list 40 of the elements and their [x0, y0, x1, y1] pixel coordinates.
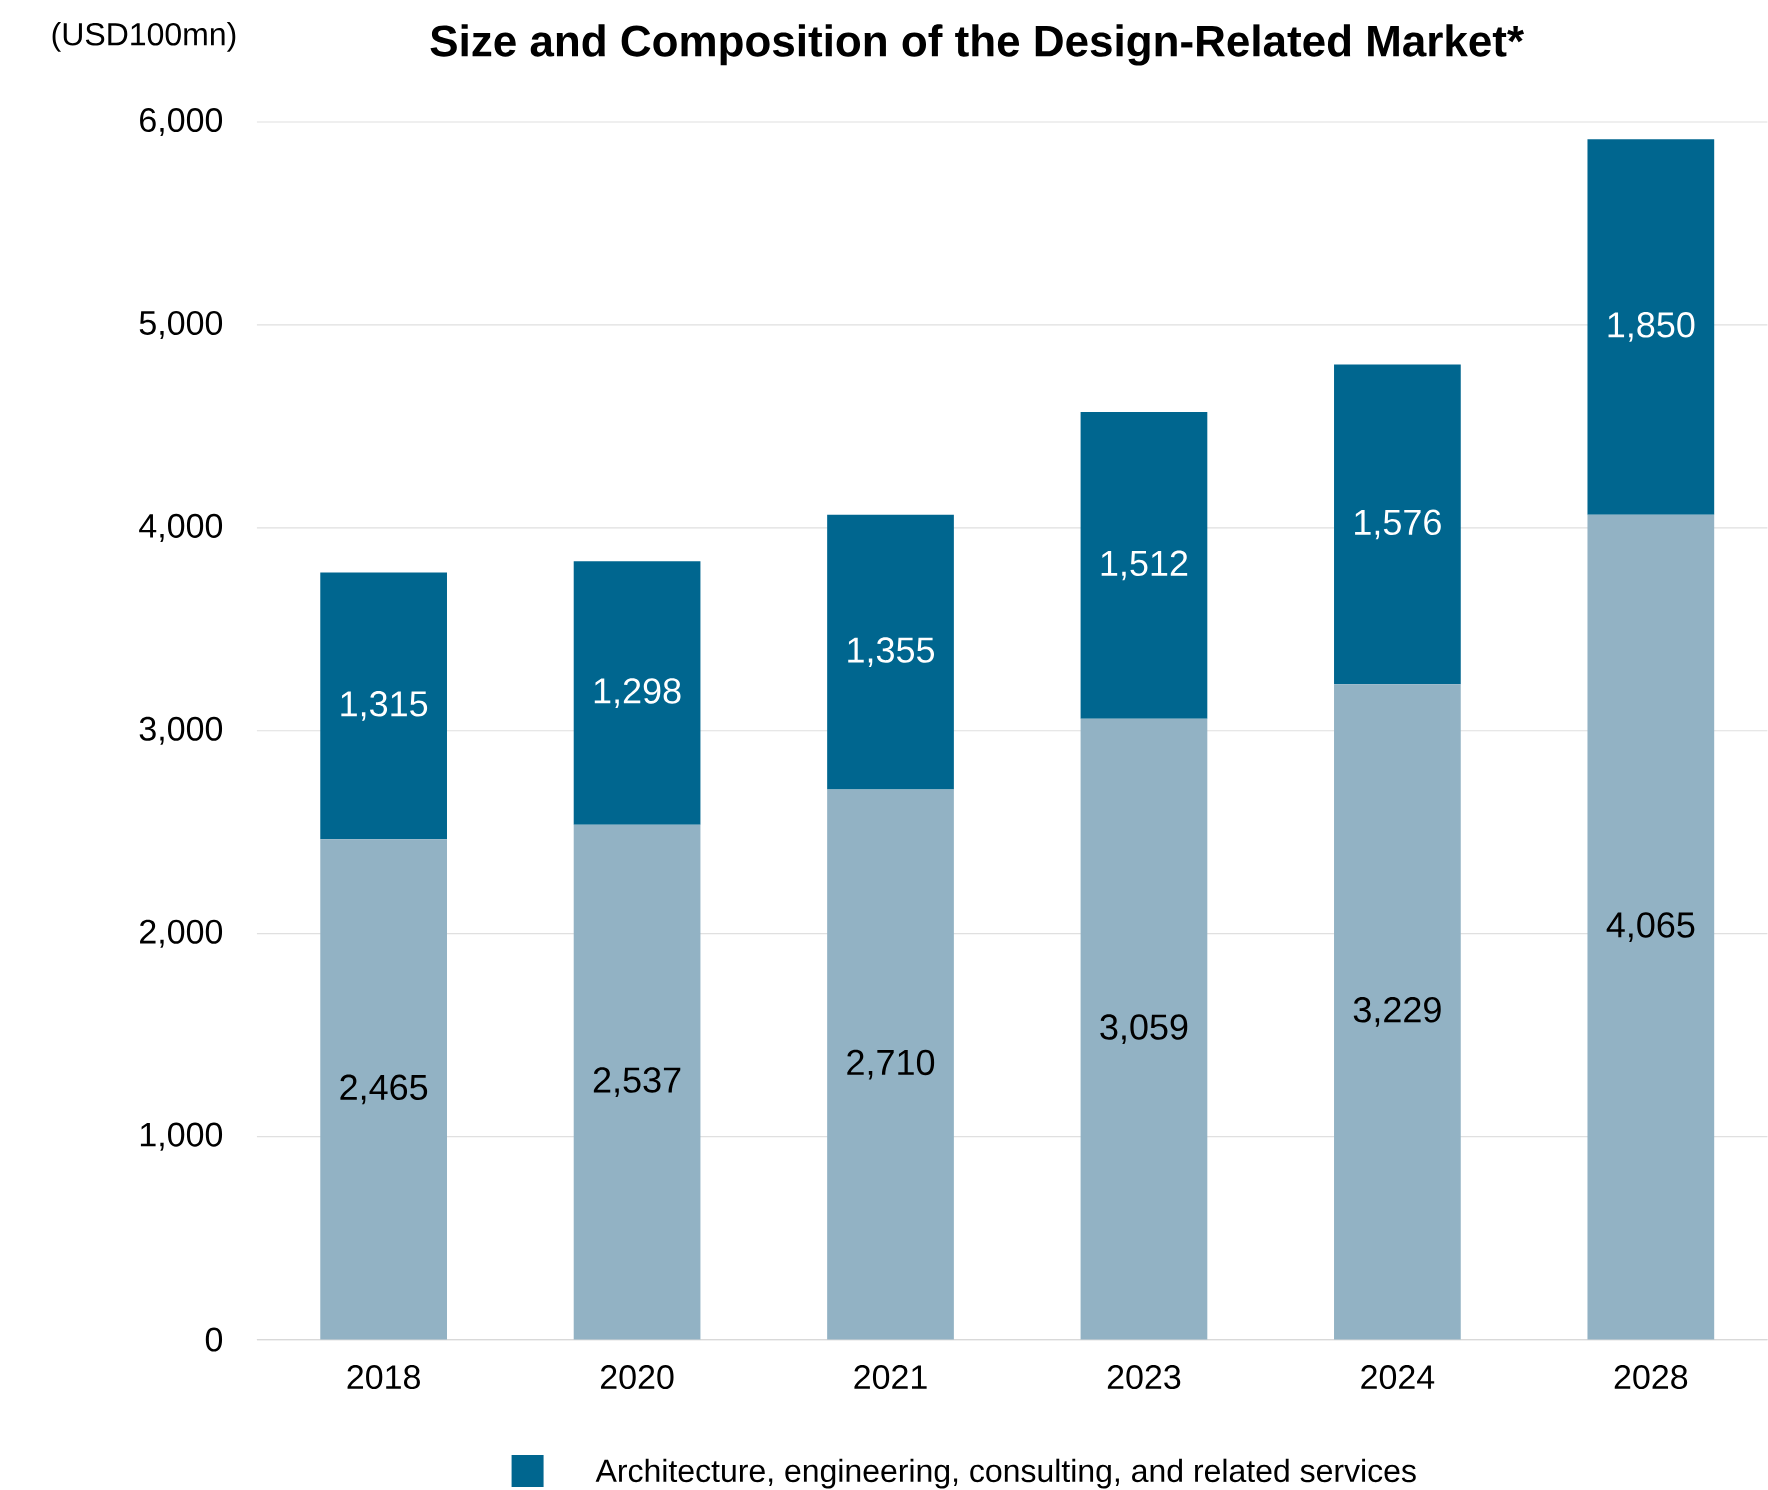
x-tick-label: 2028 — [1614, 1364, 1688, 1389]
data-label: 2,537 — [593, 1067, 681, 1097]
y-tick-label: 4,000 — [139, 513, 223, 542]
y-tick-label: 6,000 — [140, 107, 223, 136]
x-tick-label: 2021 — [854, 1364, 927, 1389]
bar — [1587, 514, 1715, 1340]
bar — [1334, 684, 1461, 1340]
data-label: 3,229 — [1353, 996, 1441, 1027]
data-label: 3,059 — [1100, 1014, 1188, 1044]
data-label: 1,576 — [1355, 509, 1441, 540]
data-label: 1,850 — [1608, 311, 1695, 342]
y-tick-label: 1,000 — [140, 1122, 223, 1151]
data-label: 4,065 — [1606, 912, 1695, 942]
bar — [320, 839, 447, 1340]
y-tick-label: 5,000 — [139, 310, 223, 339]
data-label: 1,512 — [1101, 550, 1188, 581]
y-axis-title: (USD100mn) — [52, 21, 236, 52]
x-tick-label: 2018 — [347, 1364, 420, 1389]
y-tick-label: 0 — [205, 1327, 223, 1352]
y-tick-label: 2,000 — [140, 919, 223, 948]
bar — [1080, 411, 1208, 719]
bar — [1080, 718, 1208, 1340]
bar — [573, 824, 701, 1340]
bar — [1334, 364, 1461, 685]
bar — [827, 789, 954, 1340]
data-label: 1,315 — [341, 690, 428, 721]
bar — [1587, 139, 1715, 515]
chart-title: Size and Composition of the Design-Related Market* — [430, 24, 1525, 66]
bar — [827, 514, 954, 790]
data-label: 2,465 — [340, 1074, 428, 1105]
x-tick-label: 2020 — [600, 1364, 674, 1389]
bar — [573, 561, 701, 825]
data-label: 2,710 — [847, 1049, 935, 1080]
y-tick-label: 3,000 — [139, 716, 223, 745]
legend-label: Architecture, engineering, consulting, and related services — [595, 1458, 1416, 1489]
data-label: 1,298 — [594, 677, 681, 708]
x-tick-label: 2023 — [1107, 1364, 1181, 1389]
x-tick-label: 2024 — [1361, 1364, 1435, 1389]
bar — [320, 572, 447, 840]
data-label: 1,355 — [848, 637, 935, 667]
